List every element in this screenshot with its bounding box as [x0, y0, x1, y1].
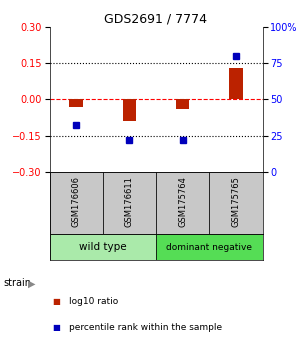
Text: log10 ratio: log10 ratio — [69, 297, 118, 306]
Text: GSM175764: GSM175764 — [178, 176, 187, 227]
Bar — [229, 68, 242, 99]
Text: GSM175765: GSM175765 — [231, 176, 240, 227]
Text: strain: strain — [3, 278, 31, 288]
Bar — [156, 234, 262, 260]
Bar — [50, 172, 103, 234]
Title: GDS2691 / 7774: GDS2691 / 7774 — [104, 12, 208, 25]
Bar — [103, 172, 156, 234]
Bar — [176, 99, 189, 109]
Bar — [209, 172, 262, 234]
Text: ▶: ▶ — [28, 279, 35, 289]
Bar — [156, 172, 209, 234]
Bar — [123, 99, 136, 121]
Bar — [70, 99, 83, 107]
Text: GSM176611: GSM176611 — [125, 176, 134, 227]
Text: ■: ■ — [52, 323, 60, 332]
Text: percentile rank within the sample: percentile rank within the sample — [69, 323, 222, 332]
Text: ■: ■ — [52, 297, 60, 306]
Text: dominant negative: dominant negative — [166, 243, 252, 252]
Text: GSM176606: GSM176606 — [72, 176, 81, 227]
Bar — [50, 234, 156, 260]
Text: wild type: wild type — [79, 242, 127, 252]
